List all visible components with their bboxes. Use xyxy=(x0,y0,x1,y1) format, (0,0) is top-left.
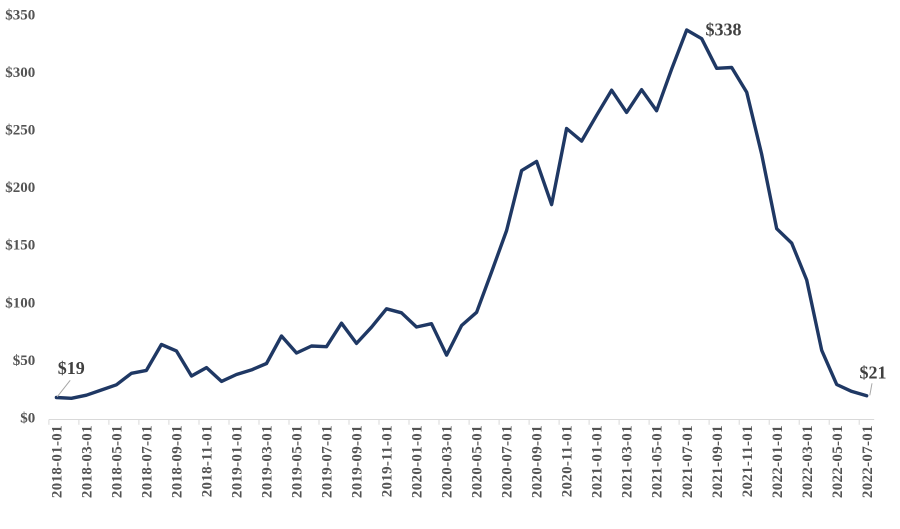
svg-text:$338: $338 xyxy=(706,20,742,40)
svg-text:2022-03-01: 2022-03-01 xyxy=(800,425,816,498)
svg-text:2018-05-01: 2018-05-01 xyxy=(110,425,126,498)
svg-text:$300: $300 xyxy=(5,65,35,81)
svg-text:2021-01-01: 2021-01-01 xyxy=(590,425,606,498)
svg-text:$350: $350 xyxy=(5,7,35,23)
svg-text:2022-05-01: 2022-05-01 xyxy=(830,425,846,498)
svg-text:2019-05-01: 2019-05-01 xyxy=(290,425,306,498)
svg-text:2019-09-01: 2019-09-01 xyxy=(350,425,366,498)
svg-text:$50: $50 xyxy=(13,353,36,369)
svg-text:2018-01-01: 2018-01-01 xyxy=(50,425,66,498)
svg-text:2020-05-01: 2020-05-01 xyxy=(470,425,486,498)
svg-text:2020-11-01: 2020-11-01 xyxy=(560,425,576,497)
svg-text:2019-01-01: 2019-01-01 xyxy=(230,425,246,498)
svg-text:2021-09-01: 2021-09-01 xyxy=(710,425,726,498)
svg-text:$200: $200 xyxy=(5,180,35,196)
svg-text:2020-03-01: 2020-03-01 xyxy=(440,425,456,498)
svg-text:2022-01-01: 2022-01-01 xyxy=(770,425,786,498)
svg-text:$21: $21 xyxy=(860,363,887,383)
svg-text:2021-11-01: 2021-11-01 xyxy=(740,425,756,497)
svg-text:$19: $19 xyxy=(58,358,85,378)
svg-text:2020-01-01: 2020-01-01 xyxy=(410,425,426,498)
svg-text:2021-03-01: 2021-03-01 xyxy=(620,425,636,498)
svg-text:2020-07-01: 2020-07-01 xyxy=(500,425,516,498)
svg-text:2018-07-01: 2018-07-01 xyxy=(140,425,156,498)
svg-text:2018-03-01: 2018-03-01 xyxy=(80,425,96,498)
svg-text:2019-03-01: 2019-03-01 xyxy=(260,425,276,498)
svg-text:2018-09-01: 2018-09-01 xyxy=(170,425,186,498)
svg-text:2022-07-01: 2022-07-01 xyxy=(860,425,876,498)
svg-text:$250: $250 xyxy=(5,123,35,139)
svg-text:2019-07-01: 2019-07-01 xyxy=(320,425,336,498)
svg-text:2020-09-01: 2020-09-01 xyxy=(530,425,546,498)
svg-text:$100: $100 xyxy=(5,295,35,311)
svg-text:2019-11-01: 2019-11-01 xyxy=(380,425,396,497)
svg-text:2018-11-01: 2018-11-01 xyxy=(200,425,216,497)
svg-text:$150: $150 xyxy=(5,238,35,254)
svg-text:$0: $0 xyxy=(20,411,35,427)
svg-text:2021-05-01: 2021-05-01 xyxy=(650,425,666,498)
svg-text:2021-07-01: 2021-07-01 xyxy=(680,425,696,498)
